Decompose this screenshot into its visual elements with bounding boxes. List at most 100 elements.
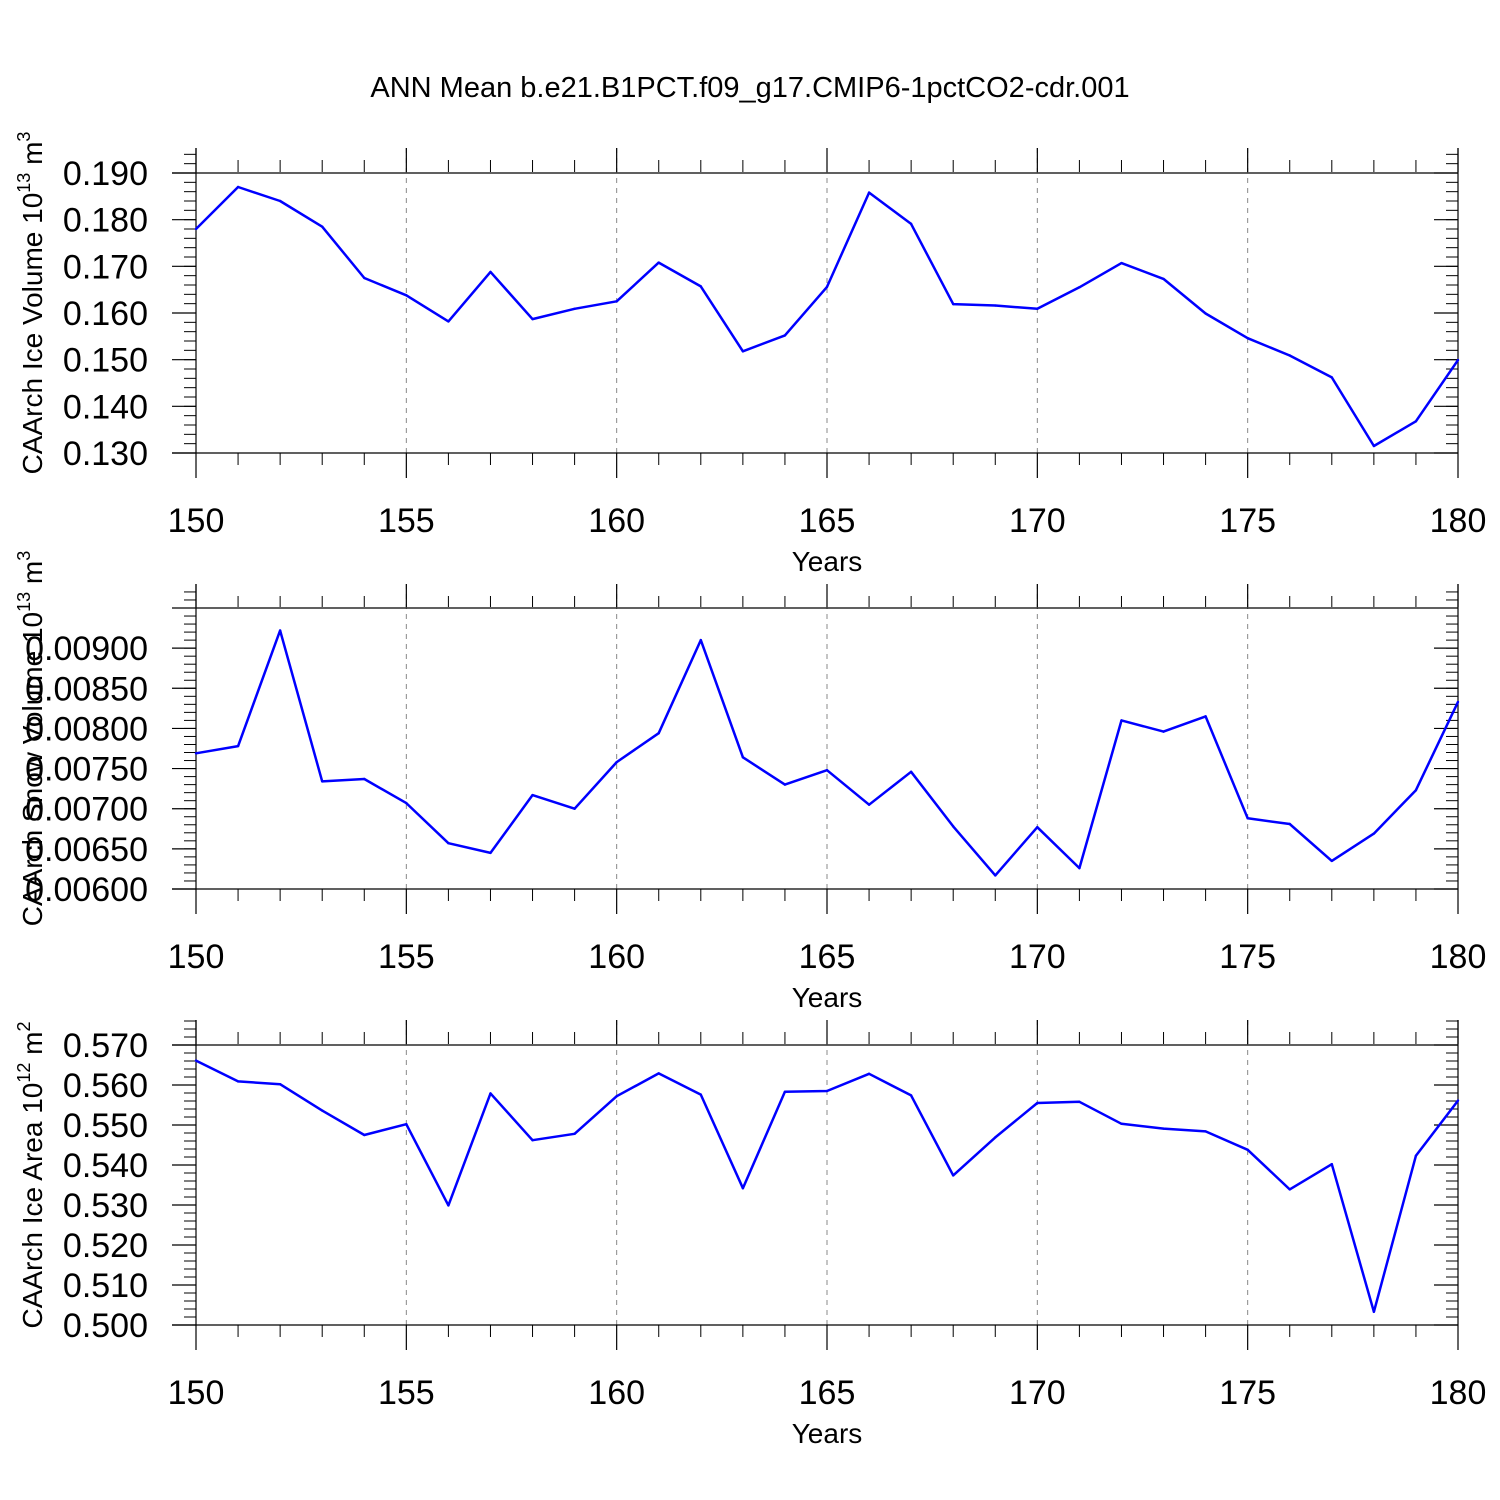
- data-point: [405, 1123, 408, 1126]
- y-tick-label: 0.160: [63, 295, 148, 333]
- data-point: [825, 768, 829, 772]
- data-point: [194, 1059, 198, 1062]
- data-point: [363, 777, 366, 781]
- x-axis-label: Years: [792, 546, 863, 577]
- data-point: [909, 1094, 913, 1097]
- data-point: [994, 874, 997, 877]
- y-tick-label: 0.520: [63, 1227, 148, 1265]
- y-axis-label-unit: m: [17, 561, 48, 592]
- y-axis-label-text: CAArch Snow Volume 10: [17, 612, 48, 926]
- data-point: [699, 285, 702, 288]
- data-point: [909, 770, 913, 773]
- data-point: [783, 783, 787, 786]
- x-tick-label: 165: [799, 502, 856, 540]
- data-point: [194, 227, 198, 231]
- data-point: [867, 191, 871, 194]
- y-axis-label-exponent: 13: [14, 173, 34, 193]
- x-tick-label: 165: [799, 1374, 856, 1412]
- data-point: [405, 294, 408, 297]
- data-point: [447, 1204, 450, 1207]
- y-axis-label-unit-exponent: 3: [14, 551, 34, 561]
- x-tick-label: 180: [1430, 502, 1487, 540]
- y-tick-label: 0.00650: [25, 831, 148, 869]
- data-point: [236, 185, 240, 189]
- y-tick-label: 0.180: [63, 202, 148, 240]
- data-point: [1288, 1188, 1291, 1191]
- x-tick-label: 175: [1219, 502, 1276, 540]
- data-point: [573, 1132, 576, 1136]
- data-point: [952, 302, 955, 306]
- data-point: [657, 1072, 660, 1075]
- y-axis-label-unit-exponent: 3: [14, 132, 34, 142]
- y-tick-label: 0.500: [63, 1307, 148, 1345]
- data-point: [1330, 859, 1334, 863]
- data-point: [405, 801, 408, 805]
- y-tick-label: 0.00850: [25, 670, 148, 708]
- data-point: [952, 825, 955, 828]
- y-tick-label: 0.150: [63, 342, 148, 380]
- data-point: [1456, 1099, 1460, 1102]
- y-tick-label: 0.560: [63, 1067, 148, 1105]
- data-point: [1120, 261, 1123, 265]
- x-tick-label: 155: [378, 938, 435, 976]
- data-point: [1414, 420, 1418, 423]
- y-tick-label: 0.00600: [25, 871, 148, 909]
- data-point: [1330, 376, 1334, 379]
- y-tick-label: 0.550: [63, 1107, 148, 1145]
- y-axis-label: CAArch Snow Volume 1013 m3: [14, 551, 48, 927]
- y-axis-label-unit: m: [17, 142, 48, 173]
- y-tick-label: 0.510: [63, 1267, 148, 1305]
- data-point: [447, 842, 450, 845]
- y-tick-label: 0.170: [63, 248, 148, 286]
- data-point: [1078, 286, 1081, 289]
- data-point: [278, 629, 282, 632]
- data-point: [825, 285, 829, 289]
- data-point: [573, 807, 576, 810]
- data-point: [1246, 337, 1249, 340]
- data-point: [236, 1080, 240, 1083]
- y-tick-label: 0.530: [63, 1187, 148, 1225]
- data-point: [321, 1109, 324, 1112]
- data-point: [1120, 1122, 1123, 1126]
- data-point: [825, 1089, 829, 1093]
- data-point: [489, 851, 492, 855]
- data-point: [321, 225, 324, 228]
- x-axis-label: Years: [792, 982, 863, 1013]
- data-point: [1456, 700, 1460, 704]
- data-point: [615, 1095, 618, 1098]
- data-point: [867, 803, 871, 806]
- data-point: [1162, 1127, 1165, 1130]
- x-tick-label: 155: [378, 1374, 435, 1412]
- y-axis-label-text: CAArch Ice Volume 10: [17, 193, 48, 475]
- data-point: [1456, 358, 1460, 362]
- data-point: [1036, 307, 1039, 310]
- x-tick-label: 170: [1009, 502, 1066, 540]
- data-point: [657, 261, 660, 264]
- y-tick-label: 0.00750: [25, 751, 148, 789]
- data-point: [615, 300, 618, 303]
- data-point: [278, 199, 282, 203]
- y-tick-label: 0.130: [63, 435, 148, 473]
- data-point: [573, 307, 576, 310]
- data-point: [1078, 866, 1081, 870]
- x-tick-label: 175: [1219, 1374, 1276, 1412]
- data-point: [1414, 1154, 1418, 1158]
- data-point: [1288, 822, 1291, 826]
- data-point: [1078, 1100, 1081, 1104]
- x-tick-label: 180: [1430, 1374, 1487, 1412]
- y-axis-label-text: CAArch Ice Area 10: [17, 1083, 48, 1329]
- data-point: [363, 1133, 366, 1137]
- data-point: [699, 638, 702, 642]
- data-point: [363, 276, 366, 280]
- data-point: [1162, 730, 1165, 733]
- y-tick-label: 0.190: [63, 155, 148, 193]
- series-line: [195, 185, 1460, 448]
- data-point: [531, 1139, 534, 1142]
- data-point: [741, 350, 745, 353]
- data-point: [1330, 1163, 1334, 1166]
- y-tick-label: 0.00700: [25, 791, 148, 829]
- x-axis-label: Years: [792, 1418, 863, 1449]
- data-point: [657, 732, 660, 735]
- data-point: [278, 1083, 282, 1086]
- y-axis-label-exponent: 12: [14, 1063, 34, 1083]
